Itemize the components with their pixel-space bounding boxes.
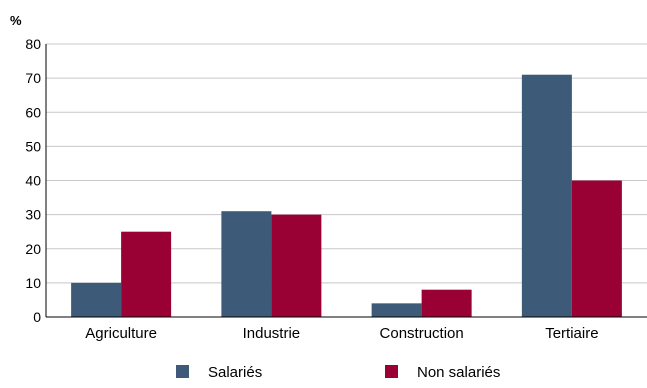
legend-swatch xyxy=(385,365,398,378)
y-tick-label: 60 xyxy=(25,104,41,120)
bar-non-salariés-agriculture xyxy=(121,231,172,317)
y-tick-label: 30 xyxy=(25,207,41,223)
x-tick-label: Agriculture xyxy=(85,325,157,342)
y-tick-label: 10 xyxy=(25,275,41,291)
bar-non-salariés-construction xyxy=(421,289,472,317)
bar-salariés-agriculture xyxy=(71,282,122,317)
y-tick-labels: 0 10 20 30 40 50 60 70 80 xyxy=(25,36,41,325)
y-tick-label: 50 xyxy=(25,138,41,154)
y-tick-label: 80 xyxy=(25,36,41,52)
legend-label: Non salariés xyxy=(417,364,500,381)
y-axis-label: % xyxy=(10,13,22,28)
bars xyxy=(71,74,622,318)
x-tick-label: Industrie xyxy=(243,325,301,342)
x-tick-label: Tertiaire xyxy=(545,325,598,342)
x-tick-labels: Agriculture Industrie Construction Tertiair… xyxy=(85,325,598,342)
y-tick-label: 0 xyxy=(33,309,41,325)
y-tick-label: 20 xyxy=(25,241,41,257)
legend: Salariés Non salariés xyxy=(176,364,500,381)
bar-salariés-tertiaire xyxy=(521,74,572,318)
bar-salariés-construction xyxy=(371,303,422,317)
y-tick-label: 40 xyxy=(25,173,41,189)
x-tick-label: Construction xyxy=(380,325,464,342)
bar-non-salariés-tertiaire xyxy=(571,180,622,317)
axes xyxy=(45,44,647,318)
legend-label: Salariés xyxy=(208,364,262,381)
legend-swatch xyxy=(176,365,189,378)
bar-non-salariés-industrie xyxy=(271,214,322,317)
bar-salariés-industrie xyxy=(221,211,272,317)
y-tick-label: 70 xyxy=(25,70,41,86)
